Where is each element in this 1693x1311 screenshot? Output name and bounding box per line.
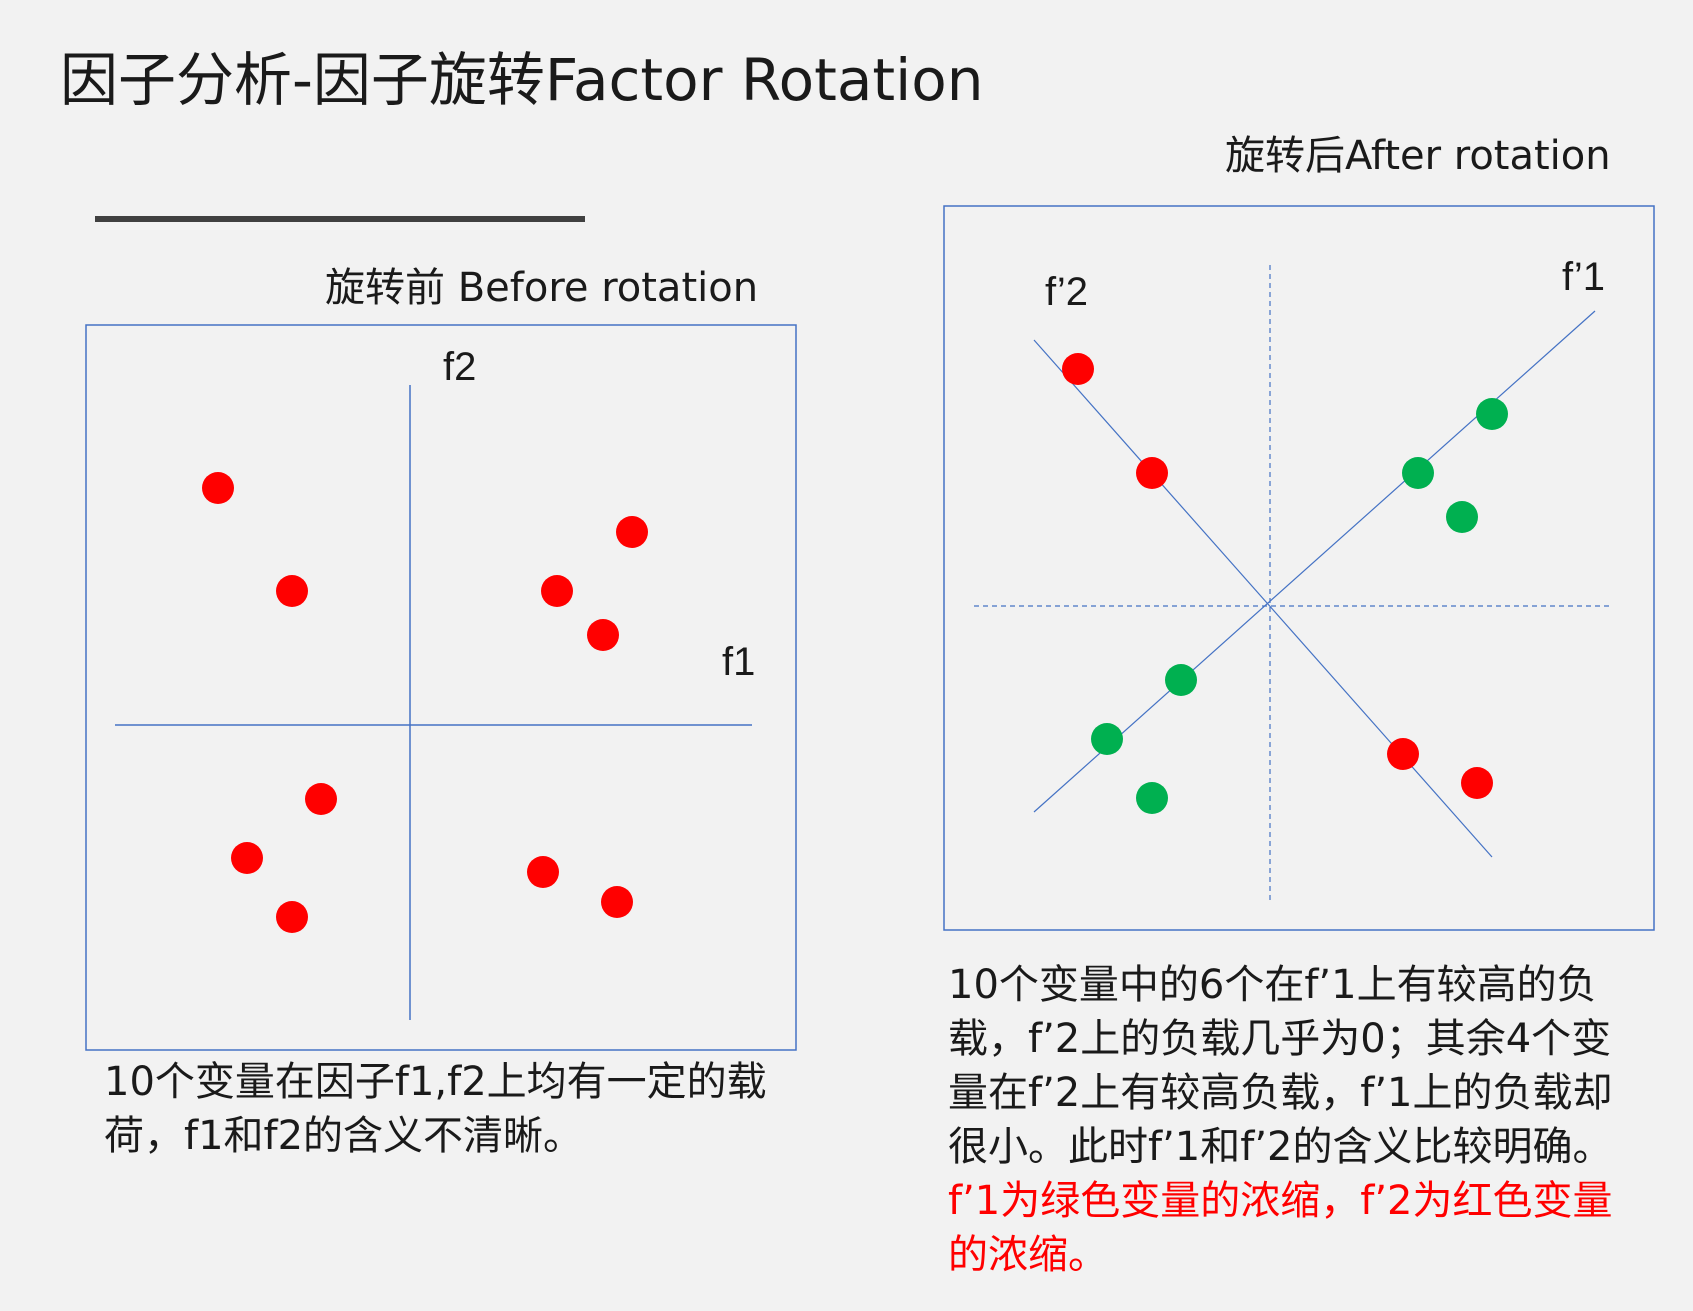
before-rotation-caption: 旋转前 Before rotation <box>325 265 759 311</box>
after-rotation-caption: 旋转后After rotation <box>1225 133 1611 179</box>
red-variable-point <box>1136 457 1168 489</box>
page-title: 因子分析-因子旋转Factor Rotation <box>60 46 984 114</box>
red-variable-point <box>1387 738 1419 770</box>
green-variable-point <box>1091 723 1123 755</box>
f2-axis-label: f2 <box>443 345 476 389</box>
variable-point <box>587 619 619 651</box>
variable-point <box>276 901 308 933</box>
f-prime-2-axis <box>1033 339 1493 858</box>
before-rotation-description: 10个变量在因子f1,f2上均有一定的载荷，f1和f2的含义不清晰。 <box>104 1059 767 1159</box>
f-prime-1-axis <box>1033 310 1596 813</box>
title-underline <box>95 216 585 222</box>
variable-point <box>305 783 337 815</box>
f-prime-2-axis-label: f’2 <box>1045 270 1088 314</box>
variable-point <box>276 575 308 607</box>
green-variable-point <box>1136 782 1168 814</box>
variable-point <box>527 856 559 888</box>
green-variable-point <box>1476 398 1508 430</box>
variable-point <box>616 516 648 548</box>
green-variable-point <box>1446 501 1478 533</box>
variable-point <box>231 842 263 874</box>
after-panel-frame <box>943 205 1655 931</box>
after-rotation-panel: f’1 f’2 <box>943 205 1655 931</box>
variable-point <box>202 472 234 504</box>
green-variable-point <box>1165 664 1197 696</box>
after-rotation-description: 10个变量中的6个在f’1上有较高的负载，f’2上的负载几乎为0；其余4个变量在… <box>948 958 1648 1282</box>
red-variable-point <box>1062 353 1094 385</box>
variable-point <box>541 575 573 607</box>
red-variable-point <box>1461 767 1493 799</box>
green-variable-point <box>1402 457 1434 489</box>
f1-axis-label: f1 <box>722 640 755 684</box>
variable-point <box>601 886 633 918</box>
after-description-highlight: f’1为绿色变量的浓缩，f’2为红色变量的浓缩。 <box>948 1178 1613 1278</box>
f-prime-1-axis-label: f’1 <box>1562 255 1605 299</box>
before-panel-frame <box>85 324 797 1051</box>
after-description-text: 10个变量中的6个在f’1上有较高的负载，f’2上的负载几乎为0；其余4个变量在… <box>948 962 1613 1170</box>
before-rotation-panel: f2 f1 <box>85 324 797 1051</box>
